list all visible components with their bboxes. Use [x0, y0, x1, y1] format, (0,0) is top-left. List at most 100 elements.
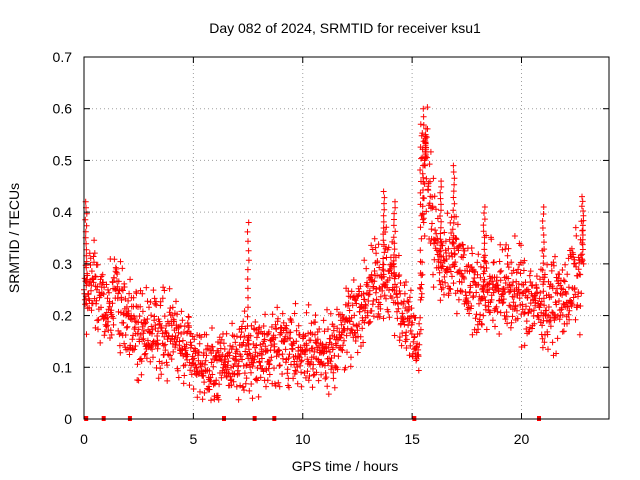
data-point — [330, 375, 337, 382]
data-point — [418, 290, 425, 297]
data-point — [221, 346, 228, 352]
data-point — [312, 331, 318, 338]
data-point — [108, 331, 115, 338]
data-point — [371, 268, 378, 274]
data-point — [375, 310, 382, 317]
data-point — [417, 201, 424, 208]
data-point — [323, 348, 330, 355]
data-point — [91, 250, 98, 257]
data-point — [407, 287, 414, 294]
data-point — [348, 326, 355, 333]
data-point — [162, 347, 169, 354]
data-point — [569, 301, 576, 308]
data-point — [174, 334, 181, 341]
data-point — [199, 396, 206, 403]
data-point — [549, 309, 556, 316]
data-point — [380, 218, 387, 225]
data-point — [474, 259, 481, 266]
data-point — [205, 383, 212, 390]
data-point — [394, 294, 401, 301]
data-point — [287, 315, 294, 322]
data-point — [422, 131, 429, 138]
data-point — [349, 302, 356, 309]
data-point — [152, 325, 159, 332]
data-point — [533, 273, 540, 280]
data-point — [485, 303, 492, 310]
data-point — [256, 359, 263, 366]
data-point — [524, 294, 531, 301]
data-point — [87, 262, 94, 268]
data-point — [383, 295, 389, 302]
data-point — [394, 308, 400, 315]
data-point — [275, 315, 281, 322]
data-point — [437, 230, 444, 237]
data-point — [460, 251, 467, 258]
data-point — [245, 341, 252, 348]
data-point — [417, 247, 424, 254]
data-point — [298, 369, 305, 376]
data-point — [468, 303, 475, 309]
data-point — [548, 293, 555, 300]
data-point — [330, 369, 337, 376]
data-point — [572, 224, 579, 231]
data-point — [484, 289, 491, 296]
data-point — [386, 274, 393, 281]
data-point — [417, 189, 424, 196]
data-point — [366, 287, 373, 294]
data-point — [297, 362, 304, 369]
data-point — [144, 337, 151, 344]
data-point — [197, 388, 203, 395]
data-point — [525, 309, 532, 316]
data-point — [141, 327, 147, 334]
data-point — [482, 297, 489, 304]
data-point — [313, 369, 320, 376]
data-point — [453, 310, 460, 317]
data-point — [361, 257, 368, 264]
data-point — [296, 354, 303, 361]
data-point — [450, 169, 457, 175]
data-point — [505, 245, 512, 252]
data-point — [214, 392, 221, 399]
data-point — [373, 296, 380, 303]
data-point — [233, 333, 240, 340]
data-point — [426, 200, 433, 207]
data-point — [437, 236, 444, 243]
data-point — [121, 284, 128, 290]
data-point — [473, 329, 480, 336]
data-point — [312, 319, 319, 326]
data-point — [368, 307, 375, 314]
data-point — [218, 336, 225, 343]
data-point — [244, 323, 251, 330]
data-point — [445, 245, 452, 252]
data-point — [100, 291, 107, 298]
data-point — [245, 304, 251, 311]
data-point — [417, 314, 424, 321]
data-point — [406, 294, 413, 301]
data-point — [380, 267, 387, 274]
data-point — [309, 331, 316, 338]
data-point — [457, 287, 464, 294]
data-point — [111, 274, 118, 281]
data-point — [248, 369, 254, 376]
data-point — [389, 295, 395, 301]
data-point — [88, 268, 95, 275]
data-point — [376, 284, 383, 291]
data-point — [167, 352, 173, 359]
data-point — [540, 204, 547, 210]
data-point — [245, 332, 252, 339]
data-point — [157, 298, 164, 305]
data-point — [556, 316, 563, 323]
data-point — [112, 264, 119, 271]
data-point — [271, 365, 277, 372]
data-point — [534, 289, 541, 296]
data-point — [191, 368, 198, 375]
data-point — [105, 306, 112, 313]
data-point — [191, 336, 198, 343]
data-point — [509, 313, 516, 320]
data-point — [159, 295, 166, 302]
data-point — [449, 226, 456, 233]
data-point — [291, 310, 298, 317]
data-point — [354, 293, 361, 300]
data-point — [417, 326, 424, 333]
